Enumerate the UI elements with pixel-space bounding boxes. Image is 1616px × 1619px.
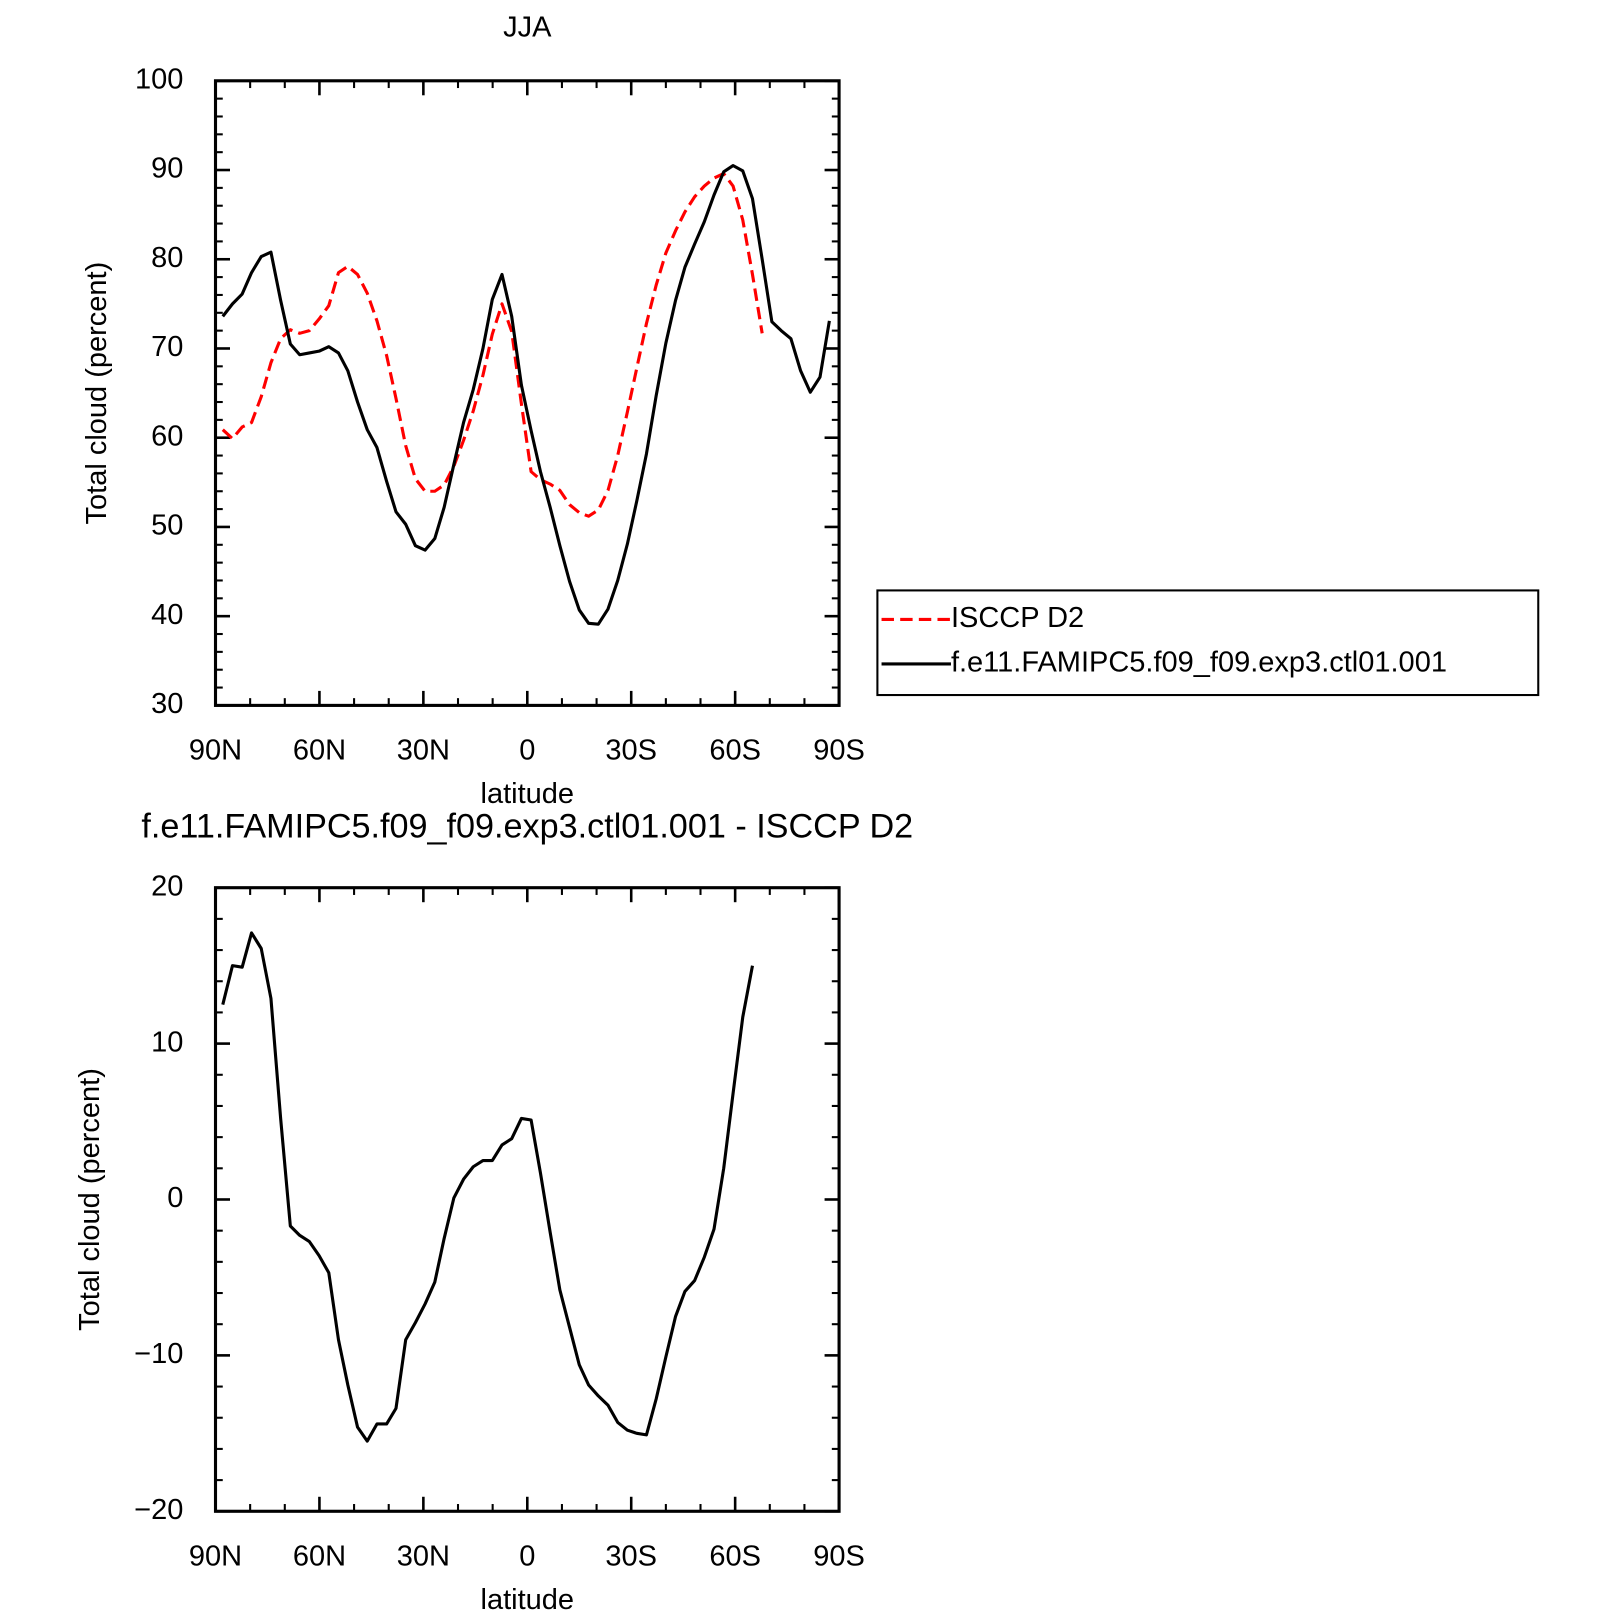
- data-line: [221, 172, 764, 518]
- y-tick-label: 0: [167, 1182, 183, 1214]
- x-tick-label: 90S: [813, 735, 865, 767]
- x-tick-label: 0: [519, 735, 535, 767]
- y-tick-label: 90: [151, 153, 183, 185]
- x-tick-label: 90S: [813, 1541, 865, 1573]
- y-tick-label: 10: [151, 1026, 183, 1058]
- y-axis-label: Total cloud (percent): [81, 262, 113, 525]
- x-tick-label: 0: [519, 1541, 535, 1573]
- y-tick-label: 100: [135, 63, 183, 95]
- legend-label: f.e11.FAMIPC5.f09_f09.exp3.ctl01.001: [951, 647, 1447, 679]
- y-tick-label: 50: [151, 510, 183, 542]
- x-axis-label: latitude: [481, 778, 575, 810]
- y-tick-label: 40: [151, 599, 183, 631]
- y-tick-label: 20: [151, 870, 183, 902]
- y-tick-label: −10: [134, 1338, 183, 1370]
- plot-frame: [213, 886, 841, 1513]
- x-tick-label: 60S: [709, 1541, 761, 1573]
- legend-label: ISCCP D2: [951, 602, 1084, 634]
- x-tick-label: 60S: [709, 735, 761, 767]
- x-tick-label: 30N: [397, 735, 450, 767]
- x-axis-label: latitude: [481, 1584, 575, 1616]
- y-axis-label: Total cloud (percent): [74, 1068, 106, 1331]
- chart-title: JJA: [503, 12, 552, 44]
- data-line: [221, 931, 754, 1443]
- x-tick-label: 60N: [293, 1541, 346, 1573]
- legend-box: [876, 589, 1540, 697]
- y-tick-label: 80: [151, 242, 183, 274]
- y-tick-label: 70: [151, 331, 183, 363]
- x-tick-label: 30S: [605, 735, 657, 767]
- x-tick-label: 30N: [397, 1541, 450, 1573]
- x-tick-label: 60N: [293, 735, 346, 767]
- y-tick-label: −20: [134, 1494, 183, 1526]
- plot-frame: [213, 79, 841, 707]
- x-tick-label: 30S: [605, 1541, 657, 1573]
- y-tick-label: 30: [151, 688, 183, 720]
- y-tick-label: 60: [151, 420, 183, 452]
- chart-title: f.e11.FAMIPC5.f09_f09.exp3.ctl01.001 - I…: [141, 808, 913, 846]
- x-tick-label: 90N: [189, 1541, 242, 1573]
- x-tick-label: 90N: [189, 735, 242, 767]
- data-line: [221, 164, 831, 626]
